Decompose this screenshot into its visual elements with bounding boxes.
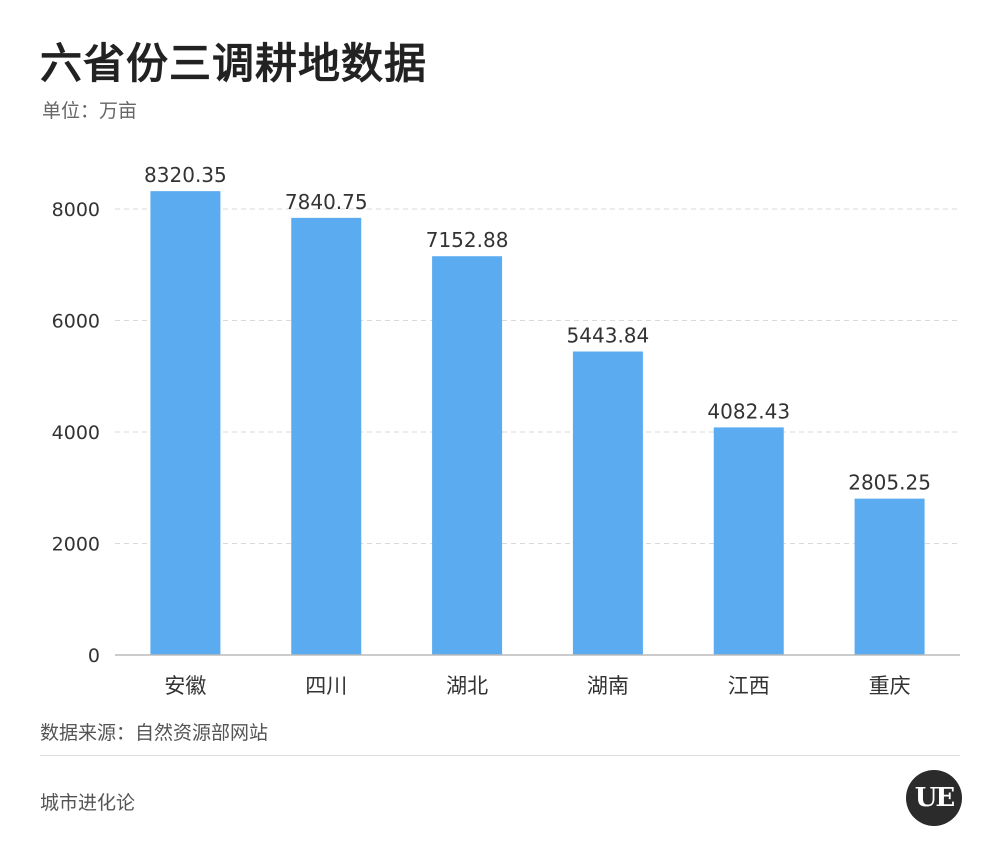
x-tick-label: 湖北 bbox=[446, 674, 488, 698]
data-label: 2805.25 bbox=[848, 471, 931, 495]
brand-name: 城市进化论 bbox=[40, 792, 136, 814]
brand-logo: UE bbox=[906, 770, 962, 826]
x-tick-label: 湖南 bbox=[587, 674, 629, 698]
unit-label: 单位：万亩 bbox=[42, 100, 138, 122]
bar bbox=[432, 256, 503, 655]
bar bbox=[713, 427, 784, 655]
data-source-note: 数据来源：自然资源部网站 bbox=[40, 722, 269, 744]
y-tick-label: 0 bbox=[88, 645, 100, 667]
bar bbox=[572, 351, 643, 655]
x-tick-label: 重庆 bbox=[869, 674, 911, 698]
y-tick-label: 2000 bbox=[52, 534, 100, 556]
y-tick-label: 4000 bbox=[52, 422, 100, 444]
data-label: 8320.35 bbox=[144, 163, 227, 187]
x-tick-label: 四川 bbox=[305, 674, 347, 698]
footer-divider bbox=[40, 755, 960, 756]
data-label: 7152.88 bbox=[426, 228, 509, 252]
bar bbox=[854, 498, 925, 655]
bar bbox=[291, 217, 362, 656]
x-tick-label: 江西 bbox=[728, 674, 770, 698]
data-label: 7840.75 bbox=[285, 190, 368, 214]
bar-chart: 0 2000 4000 6000 8000 8320.35 安徽 7840.75 四川 7152.… bbox=[52, 163, 960, 698]
y-tick-label: 8000 bbox=[52, 199, 100, 221]
data-label: 5443.84 bbox=[567, 324, 650, 348]
y-tick-label: 6000 bbox=[52, 311, 100, 333]
x-tick-label: 安徽 bbox=[164, 674, 206, 698]
chart-title: 六省份三调耕地数据 bbox=[40, 39, 428, 88]
bar bbox=[150, 191, 221, 655]
data-label: 4082.43 bbox=[707, 399, 790, 423]
